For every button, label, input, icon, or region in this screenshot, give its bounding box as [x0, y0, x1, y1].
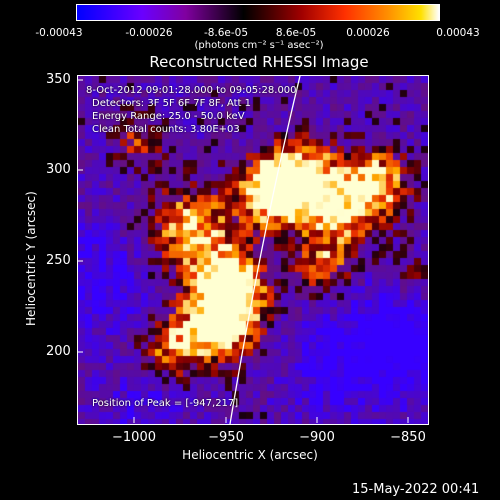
y-tick-label: 350 [46, 72, 71, 87]
x-tick-label: −850 [390, 430, 426, 445]
colorbar [76, 4, 440, 21]
peak-position-annotation: Position of Peak = [-947,217] [92, 398, 239, 409]
limb-overlay [229, 76, 301, 424]
colorbar-tick: 8.6e-05 [275, 27, 317, 39]
colorbar-tick: 0.00043 [436, 27, 480, 39]
rhessi-image-plot: 8-Oct-2012 09:01:28.000 to 09:05:28.000 … [77, 75, 429, 425]
colorbar-tick: -8.6e-05 [203, 27, 249, 39]
clean-counts-annotation: Clean Total counts: 3.80E+03 [92, 124, 240, 135]
image-title: Reconstructed RHESSI Image [149, 53, 369, 71]
time-range-annotation: 8-Oct-2012 09:01:28.000 to 09:05:28.000 [86, 85, 297, 96]
reconstructed-image-canvas [78, 76, 428, 424]
colorbar-unit: (photons cm⁻² s⁻¹ asec⁻²) [194, 40, 324, 51]
energy-range-annotation: Energy Range: 25.0 - 50.0 keV [92, 111, 245, 122]
y-tick-label: 250 [46, 253, 71, 268]
colorbar-tick: -0.00026 [125, 27, 173, 39]
x-tick-label: −950 [208, 430, 244, 445]
colorbar-tick: -0.00043 [35, 27, 83, 39]
y-axis-label: Heliocentric Y (arcsec) [24, 191, 38, 326]
x-tick-label: −1000 [112, 430, 156, 445]
x-tick-label: −900 [299, 430, 335, 445]
colorbar-tick: 0.00026 [346, 27, 390, 39]
footer-timestamp: 15-May-2022 00:41 [352, 482, 480, 497]
solar-limb-line [229, 76, 301, 424]
detectors-annotation: Detectors: 3F 5F 6F 7F 8F, Att 1 [92, 98, 252, 109]
y-tick-label: 300 [46, 162, 71, 177]
y-tick-label: 200 [46, 344, 71, 359]
x-axis-label: Heliocentric X (arcsec) [182, 448, 318, 462]
